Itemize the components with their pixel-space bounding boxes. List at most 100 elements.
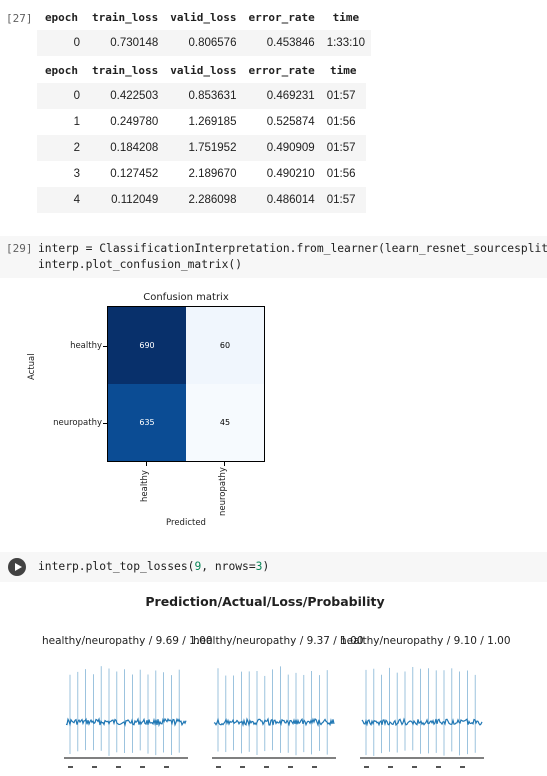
table-row: 4 0.112049 2.286098 0.486014 01:57 [37,187,366,213]
ecg-tick [436,766,441,768]
cm-cell-value: 45 [219,418,231,427]
table-cell: 1:33:10 [320,30,372,56]
ecg-tick [364,766,369,768]
cm-row-label: neuropathy [53,418,102,428]
ecg-tick [68,766,73,768]
play-icon [14,563,22,571]
table-row: 0 0.730148 0.806576 0.453846 1:33:10 [37,30,372,56]
x-tick-mark [146,462,147,466]
table-cell: 2.286098 [164,187,243,213]
confusion-matrix-grid: 690 60 635 45 [107,306,265,462]
code-cell-top-losses[interactable]: interp.plot_top_losses(9, nrows=3) [0,552,547,582]
subplot-title: healthy/neuropathy / 9.69 / 1.00 [42,635,213,647]
ecg-tick [288,766,293,768]
table-cell: 1.751952 [164,135,243,161]
column-header: time [329,63,357,77]
cm-cell: 690 [108,307,186,384]
table-cell: 0.469231 [242,83,321,109]
ecg-tick [240,766,245,768]
column-header: error_rate [248,10,315,24]
table-cell: 0.853631 [164,83,243,109]
code-line: interp = ClassificationInterpretation.fr… [38,242,547,255]
table-cell: 0.490909 [242,135,321,161]
table-cell: 1 [73,116,80,128]
code-cell-29[interactable]: [29] interp = ClassificationInterpretati… [0,236,547,278]
ecg-tick [264,766,269,768]
table-header-row: epoch train_loss valid_loss error_rate t… [37,57,366,83]
code-close: ) [262,560,270,573]
ecg-tick [216,766,221,768]
table-cell: 3 [73,168,80,180]
column-header: train_loss [92,63,159,77]
cm-x-axis-label: Predicted [166,518,206,528]
confusion-matrix-title: Confusion matrix [143,292,229,303]
column-header: epoch [44,63,79,77]
column-header: time [332,10,360,24]
column-header: valid_loss [170,63,237,77]
table-cell: 0.806576 [164,30,243,56]
ecg-baseline [65,717,187,728]
table-header-row: epoch train_loss valid_loss error_rate t… [37,4,371,30]
y-tick-mark [103,346,107,347]
cm-cell: 45 [186,384,264,461]
table-row: 3 0.127452 2.189670 0.490210 01:56 [37,161,366,187]
code-line: interp.plot_confusion_matrix() [38,258,243,271]
table-cell: 0.422503 [86,83,165,109]
cell-29-prompt: [29] [6,242,33,255]
x-tick-mark [224,462,225,466]
table-cell: 0.490210 [266,168,315,180]
ecg-tick [388,766,393,768]
table-row: 0 0.422503 0.853631 0.469231 01:57 [37,83,366,109]
training-table-1: epoch train_loss valid_loss error_rate t… [37,4,372,56]
table-cell: 0.453846 [242,30,321,56]
code-arg: , nrows= [201,560,256,573]
subplot-title: healthy/neuropathy / 9.10 / 1.00 [340,635,511,647]
table-cell: 01:57 [320,187,366,213]
table-cell: 0.249780 [110,116,159,128]
table-cell: 01:57 [320,83,366,109]
code-line: interp.plot_top_losses(9, nrows=3) [38,559,269,575]
table-cell: 2.189670 [188,168,237,180]
ecg-tick [116,766,121,768]
cm-y-axis-label: Actual [27,353,37,380]
ecg-plot-1 [64,666,188,768]
cm-cell-value: 60 [219,341,231,350]
training-table-2: epoch train_loss valid_loss error_rate t… [37,57,366,213]
ecg-tick [412,766,417,768]
table-cell: 01:56 [326,116,356,128]
cm-col-label: healthy [140,470,150,502]
table-cell: 0.112049 [86,187,165,213]
top-losses-suptitle: Prediction/Actual/Loss/Probability [145,594,385,609]
table-cell: 0 [37,30,86,56]
code-number: 3 [255,560,263,573]
code-number: 9 [194,560,202,573]
code-fn: interp.plot_top_losses( [38,560,195,573]
table-cell: 2 [37,135,86,161]
ecg-tick [312,766,317,768]
y-tick-mark [103,423,107,424]
table-cell: 01:56 [326,168,356,180]
column-header: epoch [44,10,79,24]
table-cell: 0 [37,83,86,109]
cm-cell: 635 [108,384,186,461]
table-cell: 0.127452 [110,168,159,180]
ecg-tick [140,766,145,768]
cm-cell-value: 635 [139,418,155,427]
table-cell: 0.486014 [242,187,321,213]
ecg-plot-2 [212,666,336,768]
table-cell: 0.730148 [86,30,165,56]
subplot-title: healthy/neuropathy / 9.37 / 1.00 [193,635,364,647]
run-cell-button[interactable] [8,558,26,576]
ecg-baseline [213,717,335,728]
column-header: valid_loss [170,10,237,24]
cm-cell: 60 [186,307,264,384]
cell-27-prompt: [27] [6,12,33,25]
table-row: 1 0.249780 1.269185 0.525874 01:56 [37,109,366,135]
column-header: error_rate [248,63,315,77]
table-row: 2 0.184208 1.751952 0.490909 01:57 [37,135,366,161]
ecg-tick [92,766,97,768]
table-cell: 1.269185 [188,116,237,128]
ecg-plot-3 [360,666,484,768]
cm-col-label: neuropathy [218,467,228,516]
table-cell: 0.525874 [266,116,315,128]
